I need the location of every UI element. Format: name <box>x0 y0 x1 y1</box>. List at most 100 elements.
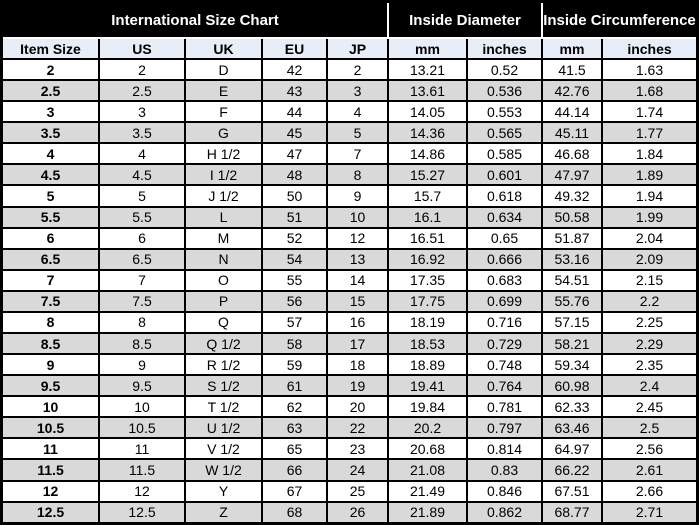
diameter-inches-cell: 0.797 <box>468 418 543 440</box>
circumference-inches-cell: 1.99 <box>603 207 696 229</box>
column-header-circumference-mm: mm <box>543 39 603 60</box>
diameter-mm-cell: 19.84 <box>389 397 468 419</box>
us-size-cell: 10.5 <box>100 418 186 440</box>
uk-size-cell: P <box>186 291 263 313</box>
table-row: 8.5 8.5 Q 1/2 58 17 18.53 0.729 58.21 2.29 <box>3 334 696 356</box>
item-size-cell: 9.5 <box>3 376 100 398</box>
diameter-inches-cell: 0.699 <box>468 291 543 313</box>
us-size-cell: 6 <box>100 228 186 250</box>
eu-size-cell: 65 <box>263 439 328 461</box>
item-size-cell: 12 <box>3 481 100 503</box>
circumference-mm-cell: 62.33 <box>543 397 603 419</box>
table-row: 8 8 Q 57 16 18.19 0.716 57.15 2.25 <box>3 312 696 335</box>
jp-size-cell: 14 <box>328 270 389 292</box>
diameter-inches-cell: 0.565 <box>468 123 543 145</box>
circumference-inches-cell: 2.5 <box>603 418 696 440</box>
column-header-diameter-mm: mm <box>389 39 468 60</box>
diameter-inches-cell: 0.846 <box>468 481 543 503</box>
diameter-mm-cell: 15.27 <box>389 165 468 187</box>
us-size-cell: 9.5 <box>100 376 186 398</box>
eu-size-cell: 63 <box>263 418 328 440</box>
diameter-mm-cell: 13.21 <box>389 60 468 82</box>
diameter-mm-cell: 18.19 <box>389 312 468 335</box>
jp-size-cell: 9 <box>328 186 389 208</box>
us-size-cell: 3 <box>100 102 186 124</box>
circumference-mm-cell: 59.34 <box>543 355 603 377</box>
table-row: 6 6 M 52 12 16.51 0.65 51.87 2.04 <box>3 228 696 250</box>
circumference-mm-cell: 42.76 <box>543 81 603 103</box>
uk-size-cell: Q 1/2 <box>186 334 263 356</box>
item-size-cell: 6.5 <box>3 249 100 271</box>
table-row: 10.5 10.5 U 1/2 63 22 20.2 0.797 63.46 2.5 <box>3 418 696 440</box>
us-size-cell: 12.5 <box>100 502 186 522</box>
uk-size-cell: G <box>186 123 263 145</box>
table-row: 4.5 4.5 I 1/2 48 8 15.27 0.601 47.97 1.89 <box>3 165 696 187</box>
circumference-inches-cell: 2.45 <box>603 397 696 419</box>
diameter-inches-cell: 0.585 <box>468 144 543 166</box>
uk-size-cell: Z <box>186 502 263 522</box>
diameter-inches-cell: 0.52 <box>468 60 543 82</box>
diameter-mm-cell: 21.89 <box>389 502 468 522</box>
table-row: 2 2 D 42 2 13.21 0.52 41.5 1.63 <box>3 60 696 82</box>
eu-size-cell: 47 <box>263 144 328 166</box>
us-size-cell: 4 <box>100 144 186 166</box>
jp-size-cell: 23 <box>328 439 389 461</box>
column-header-us: US <box>100 39 186 60</box>
circumference-mm-cell: 68.77 <box>543 502 603 522</box>
us-size-cell: 5.5 <box>100 207 186 229</box>
column-header-item-size: Item Size <box>3 39 100 60</box>
group-header-international-size-chart: International Size Chart <box>3 3 389 39</box>
uk-size-cell: H 1/2 <box>186 144 263 166</box>
circumference-mm-cell: 44.14 <box>543 102 603 124</box>
eu-size-cell: 56 <box>263 291 328 313</box>
jp-size-cell: 18 <box>328 355 389 377</box>
item-size-cell: 11.5 <box>3 460 100 482</box>
circumference-mm-cell: 46.68 <box>543 144 603 166</box>
uk-size-cell: R 1/2 <box>186 355 263 377</box>
item-size-cell: 4.5 <box>3 165 100 187</box>
circumference-mm-cell: 54.51 <box>543 270 603 292</box>
eu-size-cell: 61 <box>263 376 328 398</box>
eu-size-cell: 57 <box>263 312 328 335</box>
diameter-mm-cell: 16.92 <box>389 249 468 271</box>
diameter-mm-cell: 15.7 <box>389 186 468 208</box>
circumference-inches-cell: 2.15 <box>603 270 696 292</box>
circumference-mm-cell: 67.51 <box>543 481 603 503</box>
us-size-cell: 3.5 <box>100 123 186 145</box>
circumference-inches-cell: 1.63 <box>603 60 696 82</box>
column-header-diameter-inches: inches <box>468 39 543 60</box>
diameter-inches-cell: 0.65 <box>468 228 543 250</box>
uk-size-cell: Y <box>186 481 263 503</box>
uk-size-cell: L <box>186 207 263 229</box>
jp-size-cell: 16 <box>328 312 389 335</box>
diameter-mm-cell: 20.2 <box>389 418 468 440</box>
item-size-cell: 5.5 <box>3 207 100 229</box>
diameter-inches-cell: 0.729 <box>468 334 543 356</box>
item-size-cell: 7 <box>3 270 100 292</box>
eu-size-cell: 52 <box>263 228 328 250</box>
circumference-inches-cell: 2.66 <box>603 481 696 503</box>
item-size-cell: 10.5 <box>3 418 100 440</box>
jp-size-cell: 4 <box>328 102 389 124</box>
eu-size-cell: 54 <box>263 249 328 271</box>
item-size-cell: 4 <box>3 144 100 166</box>
eu-size-cell: 67 <box>263 481 328 503</box>
jp-size-cell: 19 <box>328 376 389 398</box>
circumference-inches-cell: 1.89 <box>603 165 696 187</box>
group-header-inside-circumference: Inside Circumference <box>543 3 696 39</box>
jp-size-cell: 24 <box>328 460 389 482</box>
eu-size-cell: 43 <box>263 81 328 103</box>
diameter-mm-cell: 17.75 <box>389 291 468 313</box>
table-row: 9.5 9.5 S 1/2 61 19 19.41 0.764 60.98 2.4 <box>3 376 696 398</box>
circumference-mm-cell: 55.76 <box>543 291 603 313</box>
eu-size-cell: 44 <box>263 102 328 124</box>
item-size-cell: 2 <box>3 60 100 82</box>
jp-size-cell: 3 <box>328 81 389 103</box>
uk-size-cell: F <box>186 102 263 124</box>
item-size-cell: 6 <box>3 228 100 250</box>
table-row: 12.5 12.5 Z 68 26 21.89 0.862 68.77 2.71 <box>3 502 696 522</box>
diameter-inches-cell: 0.666 <box>468 249 543 271</box>
